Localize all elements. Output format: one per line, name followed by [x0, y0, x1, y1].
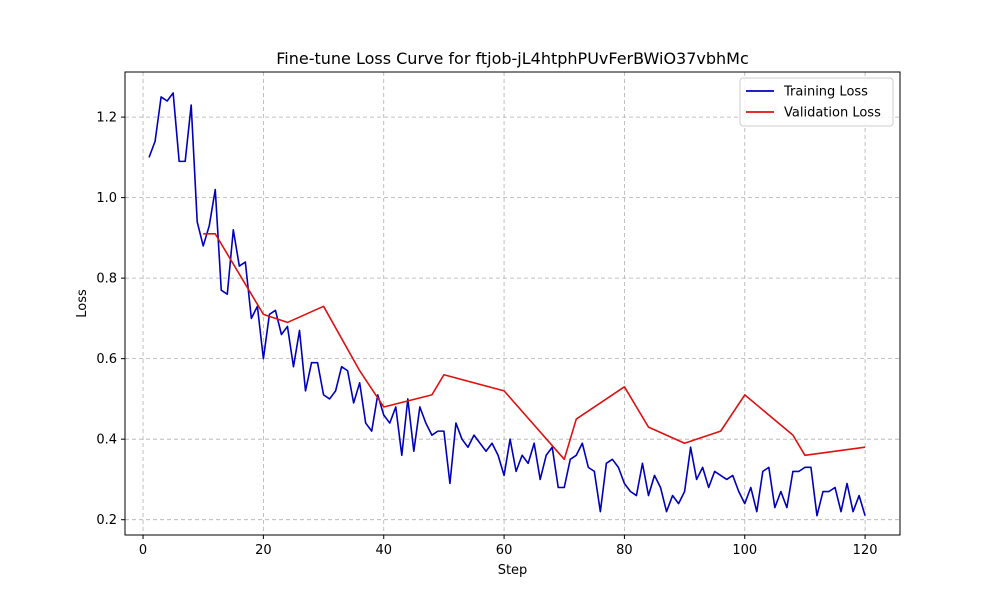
legend-validation-label: Validation Loss [784, 106, 881, 121]
x-tick-label: 100 [732, 543, 757, 558]
y-axis-title: Loss [75, 289, 90, 318]
legend: Training Loss Validation Loss [739, 77, 894, 127]
y-tick-label: 1.2 [96, 111, 117, 126]
x-tick-label: 120 [853, 543, 878, 558]
x-tick-label: 80 [616, 543, 633, 558]
series-layer [148, 92, 866, 517]
x-tick-label: 0 [139, 543, 147, 558]
chart-title: Fine-tune Loss Curve for ftjob-jL4htphPU… [276, 49, 749, 68]
grid [125, 72, 900, 535]
training-loss-line [148, 92, 866, 517]
legend-training-label: Training Loss [783, 85, 868, 100]
y-tick-label: 0.8 [96, 272, 117, 287]
x-tick-label: 40 [375, 543, 392, 558]
plot-frame [124, 71, 901, 536]
x-tick-label: 60 [496, 543, 513, 558]
y-tick-label: 1.0 [96, 191, 117, 206]
y-tick-label: 0.2 [96, 513, 117, 528]
ticks: 0 20 40 60 80 100 120 0.2 0.4 0.6 0.8 1.0 1.2 [96, 111, 877, 558]
legend-box [739, 77, 894, 127]
x-tick-label: 20 [255, 543, 272, 558]
validation-loss-line [203, 233, 866, 461]
y-tick-label: 0.6 [96, 352, 117, 367]
y-tick-label: 0.4 [96, 433, 117, 448]
x-axis-title: Step [498, 563, 528, 578]
